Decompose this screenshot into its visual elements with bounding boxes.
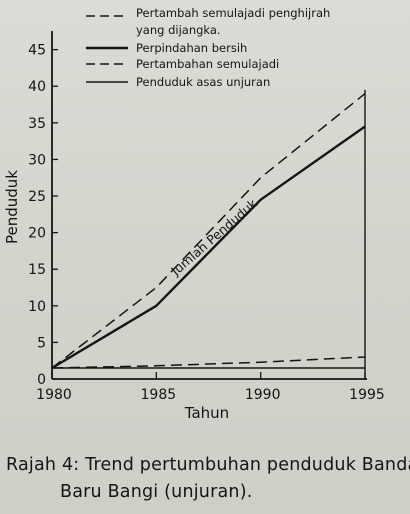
- y-axis-title: Penduduk: [3, 170, 21, 244]
- y-tick-label: 35: [28, 116, 46, 132]
- x-tick-label: 1985: [141, 387, 177, 403]
- series-line-2: [51, 125, 366, 370]
- y-tick-label: 40: [28, 79, 46, 95]
- y-tick-label: 5: [37, 335, 46, 351]
- jumlah-penduduk-annotation: Jumlah Penduduk: [167, 195, 260, 279]
- legend-label-1: Pertambah semulajadi penghijrah: [136, 6, 330, 20]
- legend-label-1: yang dijangka.: [136, 23, 221, 37]
- axes: 0 5 10 15 20 25 30 35 40 45 1980 1985 1990 1995: [28, 31, 385, 403]
- series-line-1: [51, 93, 366, 369]
- y-tick-label: 15: [28, 262, 46, 278]
- figure-caption-line1: Rajah 4: Trend pertumbuhan penduduk Band…: [6, 455, 410, 475]
- x-axis-title: Tahun: [184, 404, 229, 422]
- figure-caption-line2: Baru Bangi (unjuran).: [60, 482, 253, 502]
- legend: Pertambah semulajadi penghijrah yang dija…: [86, 6, 330, 89]
- y-tick-label: 20: [28, 226, 46, 242]
- y-tick-label: 0: [37, 372, 46, 388]
- x-tick-label: 1980: [36, 387, 72, 403]
- legend-label-2: Perpindahan bersih: [136, 41, 247, 55]
- y-tick-label: 30: [28, 152, 46, 168]
- legend-label-4: Penduduk asas unjuran: [136, 75, 270, 89]
- series-line-3: [51, 356, 366, 369]
- y-tick-label: 25: [28, 189, 46, 205]
- x-tick-label: 1990: [245, 387, 281, 403]
- series-lines: Jumlah Penduduk: [51, 93, 366, 370]
- legend-label-3: Pertambahan semulajadi: [136, 57, 279, 71]
- x-tick-label: 1995: [349, 387, 385, 403]
- axis-labels: Penduduk Tahun: [3, 170, 229, 422]
- y-tick-label: 45: [28, 43, 46, 59]
- y-tick-label: 10: [28, 299, 46, 315]
